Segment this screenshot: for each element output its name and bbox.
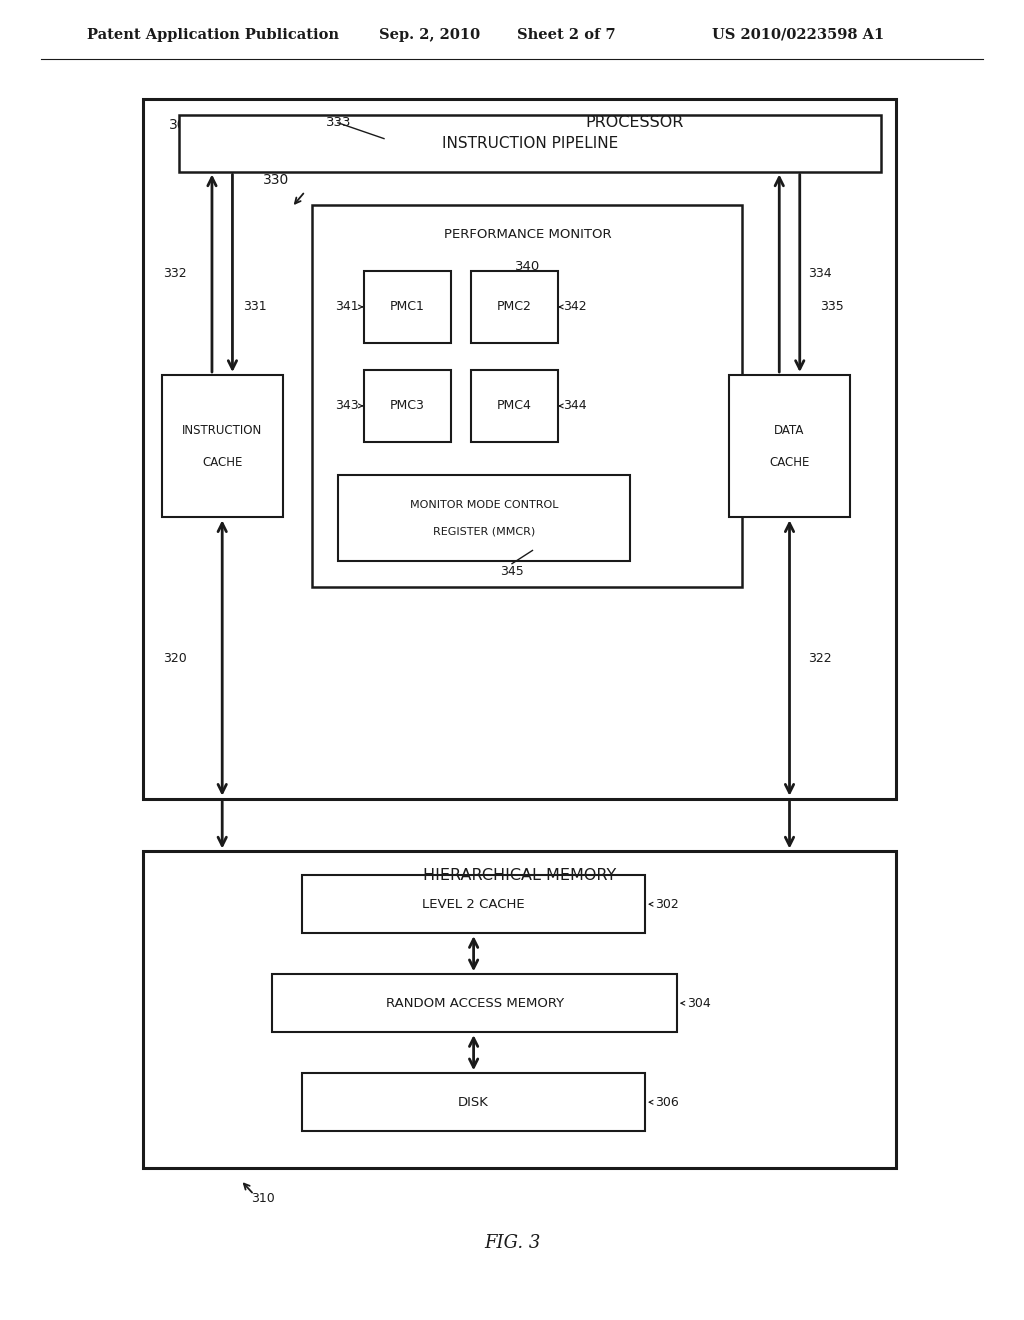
Text: HIERARCHICAL MEMORY: HIERARCHICAL MEMORY xyxy=(423,867,616,883)
Bar xyxy=(729,375,850,517)
Text: 322: 322 xyxy=(808,652,831,664)
Text: PMC4: PMC4 xyxy=(497,400,532,412)
Text: 343: 343 xyxy=(335,400,358,412)
Text: Sheet 2 of 7: Sheet 2 of 7 xyxy=(517,28,615,42)
Bar xyxy=(162,375,283,517)
Bar xyxy=(338,475,630,561)
Text: PERFORMANCE MONITOR: PERFORMANCE MONITOR xyxy=(443,228,611,242)
Text: DATA: DATA xyxy=(774,424,805,437)
Text: 304: 304 xyxy=(687,997,711,1010)
Text: 342: 342 xyxy=(563,301,587,313)
Text: 320: 320 xyxy=(163,652,186,664)
Text: US 2010/0223598 A1: US 2010/0223598 A1 xyxy=(712,28,884,42)
Text: PMC3: PMC3 xyxy=(389,400,425,412)
Text: 300: 300 xyxy=(169,117,196,132)
Text: DISK: DISK xyxy=(458,1096,489,1109)
Text: CACHE: CACHE xyxy=(769,455,810,469)
Text: 302: 302 xyxy=(655,898,679,911)
Text: 333: 333 xyxy=(326,116,351,129)
Text: REGISTER (MMCR): REGISTER (MMCR) xyxy=(433,527,535,536)
Text: 330: 330 xyxy=(263,173,290,187)
Bar xyxy=(302,875,645,933)
Text: PMC2: PMC2 xyxy=(497,301,532,313)
Text: INSTRUCTION: INSTRUCTION xyxy=(182,424,262,437)
Text: 334: 334 xyxy=(808,267,831,280)
Text: FIG. 3: FIG. 3 xyxy=(483,1234,541,1253)
Text: RANDOM ACCESS MEMORY: RANDOM ACCESS MEMORY xyxy=(386,997,563,1010)
Text: 335: 335 xyxy=(820,300,844,313)
Bar xyxy=(364,370,451,442)
Text: 332: 332 xyxy=(163,267,186,280)
Bar xyxy=(471,271,558,343)
Text: 306: 306 xyxy=(655,1096,679,1109)
Text: 341: 341 xyxy=(335,301,358,313)
Bar xyxy=(143,851,896,1168)
Bar xyxy=(302,1073,645,1131)
Text: PROCESSOR: PROCESSOR xyxy=(586,115,684,131)
Text: CACHE: CACHE xyxy=(202,455,243,469)
Text: INSTRUCTION PIPELINE: INSTRUCTION PIPELINE xyxy=(441,136,618,150)
Bar xyxy=(312,205,742,587)
Bar xyxy=(272,974,677,1032)
Text: MONITOR MODE CONTROL: MONITOR MODE CONTROL xyxy=(410,500,558,510)
Text: 345: 345 xyxy=(500,565,524,578)
Text: 331: 331 xyxy=(243,300,266,313)
Bar xyxy=(143,99,896,799)
Text: 310: 310 xyxy=(251,1192,274,1205)
Text: LEVEL 2 CACHE: LEVEL 2 CACHE xyxy=(422,898,525,911)
Text: PMC1: PMC1 xyxy=(389,301,425,313)
Text: Sep. 2, 2010: Sep. 2, 2010 xyxy=(379,28,480,42)
Bar xyxy=(364,271,451,343)
Bar xyxy=(179,115,881,172)
Text: 340: 340 xyxy=(515,260,540,273)
Bar xyxy=(471,370,558,442)
Text: 344: 344 xyxy=(563,400,587,412)
Text: Patent Application Publication: Patent Application Publication xyxy=(87,28,339,42)
